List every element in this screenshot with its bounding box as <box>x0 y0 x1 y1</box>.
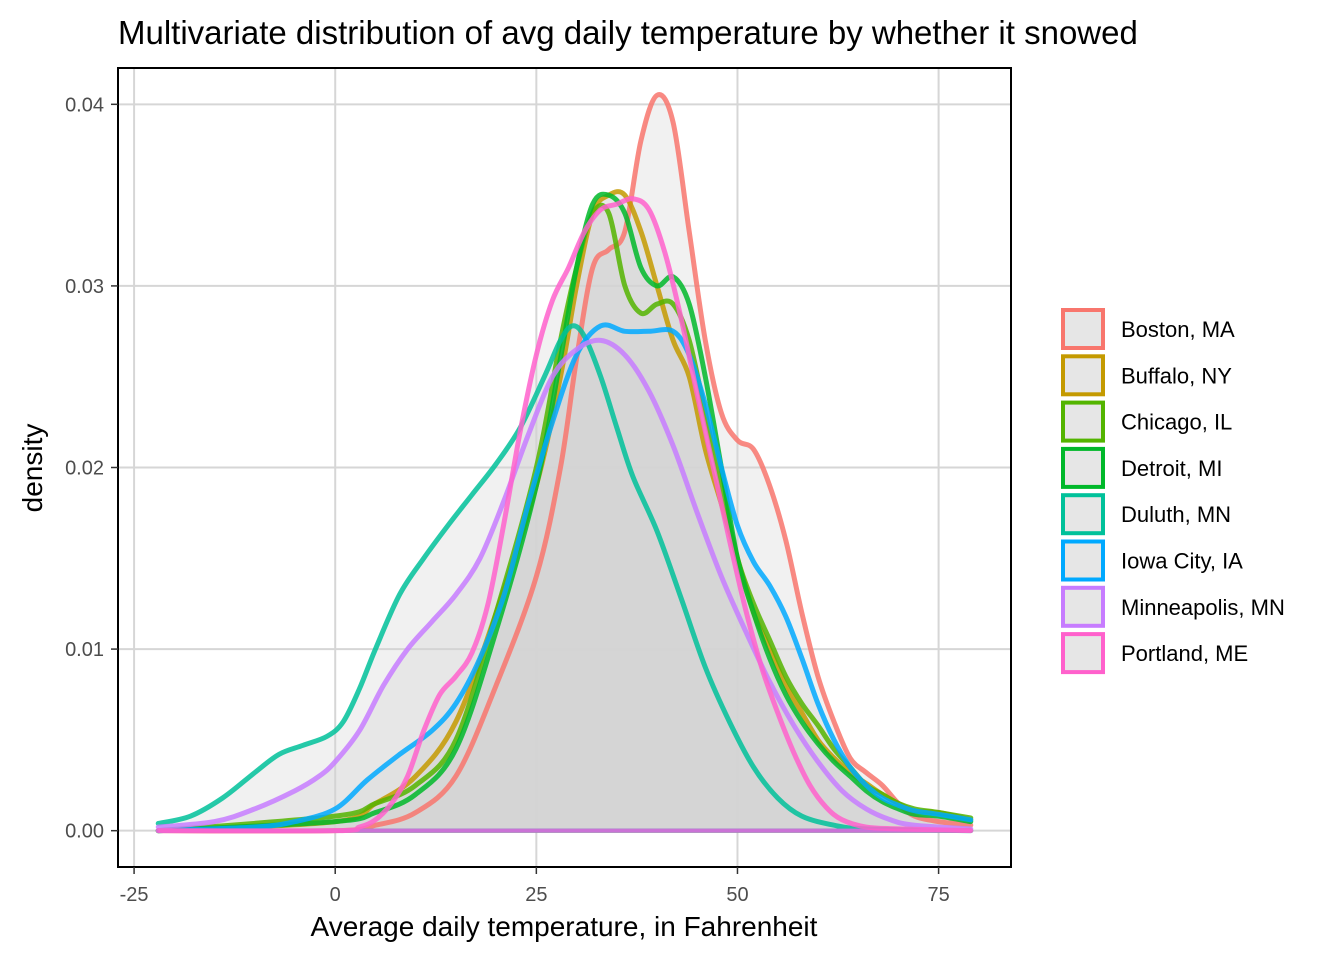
density-line <box>155 323 974 834</box>
density-line <box>155 92 974 834</box>
density-area <box>158 198 971 831</box>
legend-label: Portland, ME <box>1121 641 1248 666</box>
legend-label: Detroit, MI <box>1121 456 1222 481</box>
density-lines <box>155 92 974 834</box>
x-tick-label: 25 <box>525 884 547 906</box>
x-axis-title: Average daily temperature, in Fahrenheit <box>311 911 818 942</box>
density-area <box>158 191 971 831</box>
legend-key <box>1061 400 1105 443</box>
legend-label: Minneapolis, MN <box>1121 595 1285 620</box>
legend-key <box>1061 585 1105 628</box>
legend-label: Boston, MA <box>1121 317 1235 342</box>
density-area <box>158 324 971 831</box>
legend-key <box>1061 354 1105 397</box>
density-line <box>155 337 974 832</box>
legend-key <box>1061 493 1105 536</box>
density-line <box>155 191 974 834</box>
chart-title: Multivariate distribution of avg daily t… <box>118 14 1138 51</box>
x-tick-label: 0 <box>330 884 341 906</box>
density-area <box>158 340 971 831</box>
y-tick-label: 0.01 <box>65 639 104 661</box>
x-axis: -25 0 25 50 75 <box>120 867 950 906</box>
legend-key <box>1061 539 1105 582</box>
legend-label: Buffalo, NY <box>1121 363 1232 388</box>
legend-label: Duluth, MN <box>1121 502 1231 527</box>
x-tick-label: 50 <box>726 884 748 906</box>
plot-panel <box>117 67 1012 868</box>
x-tick-label: 75 <box>927 884 949 906</box>
density-area <box>158 194 971 831</box>
y-axis-title: density <box>17 424 48 513</box>
y-tick-label: 0.00 <box>65 821 104 843</box>
y-tick-label: 0.04 <box>65 94 104 116</box>
legend-label: Chicago, IL <box>1121 410 1232 435</box>
x-tick-label: -25 <box>120 884 149 906</box>
legend-key <box>1061 446 1105 489</box>
y-tick-label: 0.02 <box>65 458 104 480</box>
legend: Boston, MA Buffalo, NY Chicago, IL Detroit,… <box>1061 308 1285 675</box>
density-line <box>155 196 974 834</box>
y-axis: 0.00 0.01 0.02 0.03 0.04 <box>65 94 118 843</box>
y-tick-label: 0.03 <box>65 276 104 298</box>
density-area <box>158 325 971 831</box>
legend-key <box>1061 308 1105 350</box>
legend-label: Iowa City, IA <box>1121 549 1243 574</box>
legend-key <box>1061 632 1105 675</box>
density-line <box>155 322 974 834</box>
